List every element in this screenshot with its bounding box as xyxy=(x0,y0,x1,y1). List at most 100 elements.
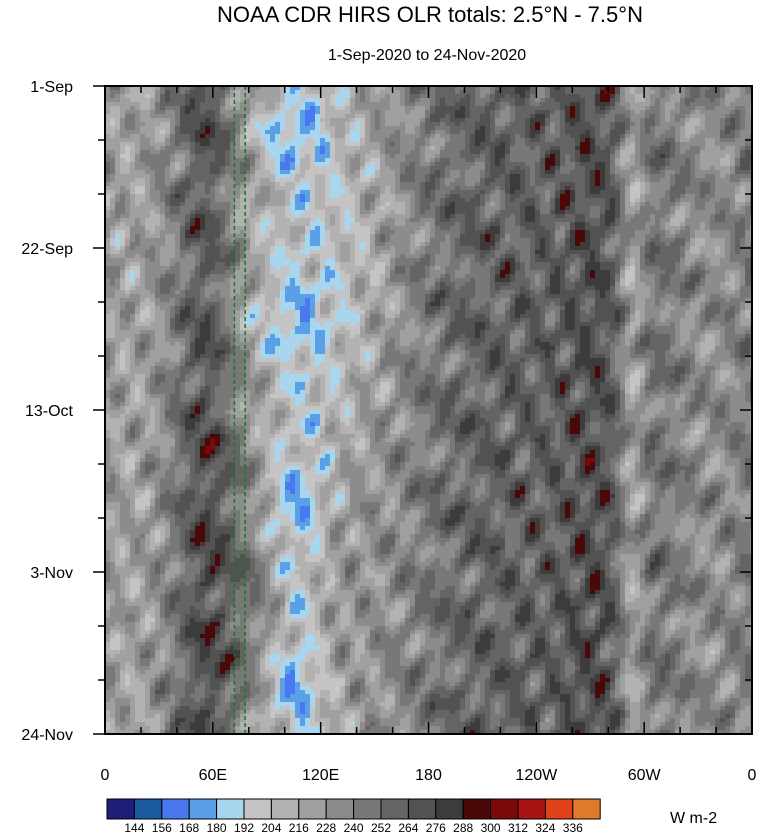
olr-cell xyxy=(170,178,175,182)
olr-cell xyxy=(625,178,630,182)
olr-cell xyxy=(665,110,670,114)
olr-cell xyxy=(185,162,190,166)
olr-cell xyxy=(375,226,380,230)
olr-cell xyxy=(115,218,120,222)
olr-cell xyxy=(240,122,245,126)
olr-cell xyxy=(495,234,500,238)
olr-cell xyxy=(605,102,610,106)
olr-cell xyxy=(165,94,170,98)
olr-cell xyxy=(145,98,150,102)
olr-cell xyxy=(370,198,375,202)
olr-cell xyxy=(645,234,650,238)
olr-cell xyxy=(170,222,175,226)
olr-cell xyxy=(215,214,220,218)
olr-cell xyxy=(115,202,120,206)
olr-cell xyxy=(310,178,315,182)
olr-cell xyxy=(205,122,210,126)
olr-cell xyxy=(305,170,310,174)
olr-cell xyxy=(550,126,555,130)
olr-cell xyxy=(175,170,180,174)
olr-cell xyxy=(395,90,400,94)
olr-cell xyxy=(515,150,520,154)
olr-cell xyxy=(615,226,620,230)
olr-cell xyxy=(725,194,730,198)
olr-cell xyxy=(640,194,645,198)
olr-cell xyxy=(575,114,580,118)
olr-cell xyxy=(190,198,195,202)
olr-cell xyxy=(660,162,665,166)
olr-cell xyxy=(510,142,515,146)
olr-cell xyxy=(290,130,295,134)
olr-cell xyxy=(495,166,500,170)
olr-cell xyxy=(480,146,485,150)
olr-cell xyxy=(690,178,695,182)
olr-cell xyxy=(135,142,140,146)
olr-cell xyxy=(430,142,435,146)
olr-cell xyxy=(200,230,205,234)
olr-cell xyxy=(175,126,180,130)
olr-cell xyxy=(545,106,550,110)
olr-cell xyxy=(490,134,495,138)
olr-cell xyxy=(180,238,185,242)
olr-cell xyxy=(295,122,300,126)
olr-cell xyxy=(560,94,565,98)
olr-cell xyxy=(520,194,525,198)
olr-cell xyxy=(385,214,390,218)
olr-cell xyxy=(680,230,685,234)
olr-cell xyxy=(375,234,380,238)
olr-cell xyxy=(335,150,340,154)
chart-subtitle: 1-Sep-2020 to 24-Nov-2020 xyxy=(328,47,526,64)
olr-cell xyxy=(285,178,290,182)
olr-cell xyxy=(670,94,675,98)
olr-cell xyxy=(400,138,405,142)
olr-cell xyxy=(250,90,255,94)
olr-cell xyxy=(440,118,445,122)
olr-cell xyxy=(565,210,570,214)
olr-cell xyxy=(495,122,500,126)
olr-cell xyxy=(740,162,745,166)
olr-cell xyxy=(560,114,565,118)
olr-cell xyxy=(470,226,475,230)
olr-cell xyxy=(685,138,690,142)
olr-cell xyxy=(655,210,660,214)
olr-cell xyxy=(250,134,255,138)
olr-cell xyxy=(560,214,565,218)
olr-cell xyxy=(460,122,465,126)
olr-cell xyxy=(295,130,300,134)
olr-cell xyxy=(735,142,740,146)
olr-cell xyxy=(410,226,415,230)
olr-cell xyxy=(205,142,210,146)
olr-cell xyxy=(285,198,290,202)
olr-cell xyxy=(220,218,225,222)
olr-cell xyxy=(625,102,630,106)
olr-cell xyxy=(185,94,190,98)
olr-cell xyxy=(485,94,490,98)
olr-cell xyxy=(240,110,245,114)
olr-cell xyxy=(305,226,310,230)
olr-cell xyxy=(200,190,205,194)
olr-cell xyxy=(430,218,435,222)
olr-cell xyxy=(545,190,550,194)
olr-cell xyxy=(150,134,155,138)
olr-cell xyxy=(555,202,560,206)
olr-cell xyxy=(190,186,195,190)
olr-cell xyxy=(220,90,225,94)
olr-cell xyxy=(415,154,420,158)
olr-cell xyxy=(140,178,145,182)
olr-cell xyxy=(435,94,440,98)
olr-cell xyxy=(395,158,400,162)
olr-cell xyxy=(400,106,405,110)
olr-cell xyxy=(655,198,660,202)
olr-cell xyxy=(560,102,565,106)
olr-cell xyxy=(495,206,500,210)
olr-cell xyxy=(255,206,260,210)
olr-cell xyxy=(555,122,560,126)
olr-cell xyxy=(320,162,325,166)
olr-cell xyxy=(330,114,335,118)
olr-cell xyxy=(480,102,485,106)
olr-cell xyxy=(320,110,325,114)
olr-cell xyxy=(530,102,535,106)
olr-cell xyxy=(330,150,335,154)
olr-cell xyxy=(485,90,490,94)
olr-cell xyxy=(185,118,190,122)
